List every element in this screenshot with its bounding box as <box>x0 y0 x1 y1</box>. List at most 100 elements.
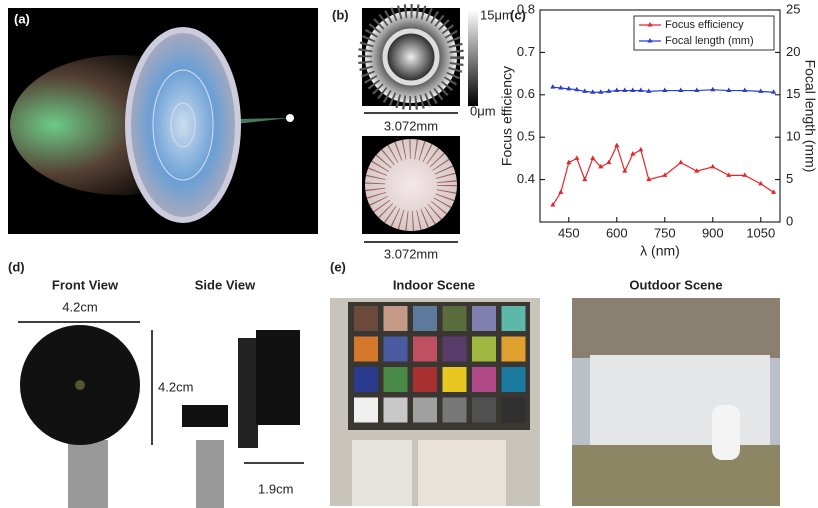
legend-label: Focal length (mm) <box>665 35 754 47</box>
marker <box>726 88 731 93</box>
mount <box>238 338 258 448</box>
colorbar-label: 15μm <box>480 7 513 22</box>
marker <box>606 160 611 165</box>
x-tick-label: 750 <box>654 225 676 240</box>
marker <box>758 88 763 93</box>
scale-label: 3.072mm <box>384 118 438 133</box>
marker <box>638 147 643 152</box>
marker <box>710 164 715 169</box>
marker <box>558 189 563 194</box>
patch <box>443 398 467 423</box>
marker <box>742 172 747 177</box>
marker <box>662 88 667 93</box>
panel-label: (d) <box>8 259 25 274</box>
patch <box>443 367 467 392</box>
marker <box>742 88 747 93</box>
camera-body <box>182 405 228 427</box>
view-title: Side View <box>195 277 256 292</box>
focus-spot <box>286 114 294 122</box>
patch <box>502 398 526 423</box>
dimension-label: 1.9cm <box>258 481 293 496</box>
patch <box>472 306 496 331</box>
colorbar-label: 0μm <box>470 103 496 118</box>
y2-tick-label: 0 <box>786 213 793 228</box>
marker <box>771 89 776 94</box>
poster <box>418 440 506 506</box>
patch <box>354 367 378 392</box>
marker <box>574 155 579 160</box>
view-title: Front View <box>52 277 119 292</box>
patch <box>472 398 496 423</box>
y-tick-label: 0.8 <box>517 1 535 16</box>
marker <box>678 88 683 93</box>
marker <box>582 177 587 182</box>
marker <box>622 168 627 173</box>
plot: 450 600 750 900 1050 0.4 0.5 0.6 0.7 0.8 0 5 10 15 20 2… <box>499 1 818 258</box>
patch <box>354 398 378 423</box>
scene-title: Outdoor Scene <box>629 277 722 292</box>
x-tick-label: 1050 <box>746 225 775 240</box>
marker <box>622 88 627 93</box>
hill <box>572 298 780 358</box>
patch <box>354 337 378 362</box>
y2-tick-label: 25 <box>786 1 800 16</box>
dimension-label: 4.2cm <box>62 299 97 314</box>
y-tick-label: 0.5 <box>517 129 535 144</box>
scale-label: 3.072mm <box>384 246 438 261</box>
marker <box>614 143 619 148</box>
y2-tick-label: 15 <box>786 86 800 101</box>
tank <box>712 405 740 460</box>
panel-label: (a) <box>14 11 30 26</box>
marker <box>638 88 643 93</box>
patch <box>502 337 526 362</box>
x-tick-label: 450 <box>558 225 580 240</box>
patch <box>443 337 467 362</box>
y-axis-title: Focus efficiency <box>499 66 515 166</box>
patch <box>384 306 408 331</box>
x-tick-label: 600 <box>606 225 628 240</box>
marker <box>694 88 699 93</box>
y-tick-label: 0.6 <box>517 86 535 101</box>
patch <box>502 367 526 392</box>
x-axis-title: λ (nm) <box>640 243 680 259</box>
patch <box>413 398 437 423</box>
trees <box>572 445 780 506</box>
panel-label: (e) <box>330 259 346 274</box>
colorbar <box>468 10 478 106</box>
patch <box>472 337 496 362</box>
patch <box>502 306 526 331</box>
patch <box>354 306 378 331</box>
patch <box>413 367 437 392</box>
y2-axis-title: Focal length (mm) <box>802 60 818 173</box>
marker <box>710 87 715 92</box>
lens <box>128 30 238 220</box>
marker <box>590 155 595 160</box>
post <box>68 440 108 508</box>
legend-label: Focus efficiency <box>665 19 744 31</box>
marker <box>550 84 555 89</box>
y-tick-label: 0.4 <box>517 171 535 186</box>
y2-tick-label: 5 <box>786 171 793 186</box>
y-tick-label: 0.7 <box>517 44 535 59</box>
figure: (a) (b) 15μm 0μm 3.072mm 3.072mm (c) 450… <box>0 0 818 508</box>
x-tick-label: 900 <box>702 225 724 240</box>
y2-tick-label: 20 <box>786 44 800 59</box>
patch <box>443 306 467 331</box>
post <box>196 440 224 508</box>
document <box>352 440 412 506</box>
marker <box>630 88 635 93</box>
patch <box>384 337 408 362</box>
patch <box>384 398 408 423</box>
patch <box>384 367 408 392</box>
lens-aperture <box>75 380 85 390</box>
patch <box>413 337 437 362</box>
y2-tick-label: 10 <box>786 129 800 144</box>
dimension-label: 4.2cm <box>158 379 193 394</box>
building <box>590 355 770 445</box>
panel-label: (b) <box>332 7 349 22</box>
lens-barrel <box>256 330 300 425</box>
scene-title: Indoor Scene <box>393 277 475 292</box>
marker <box>678 160 683 165</box>
patch <box>472 367 496 392</box>
marker <box>614 88 619 93</box>
